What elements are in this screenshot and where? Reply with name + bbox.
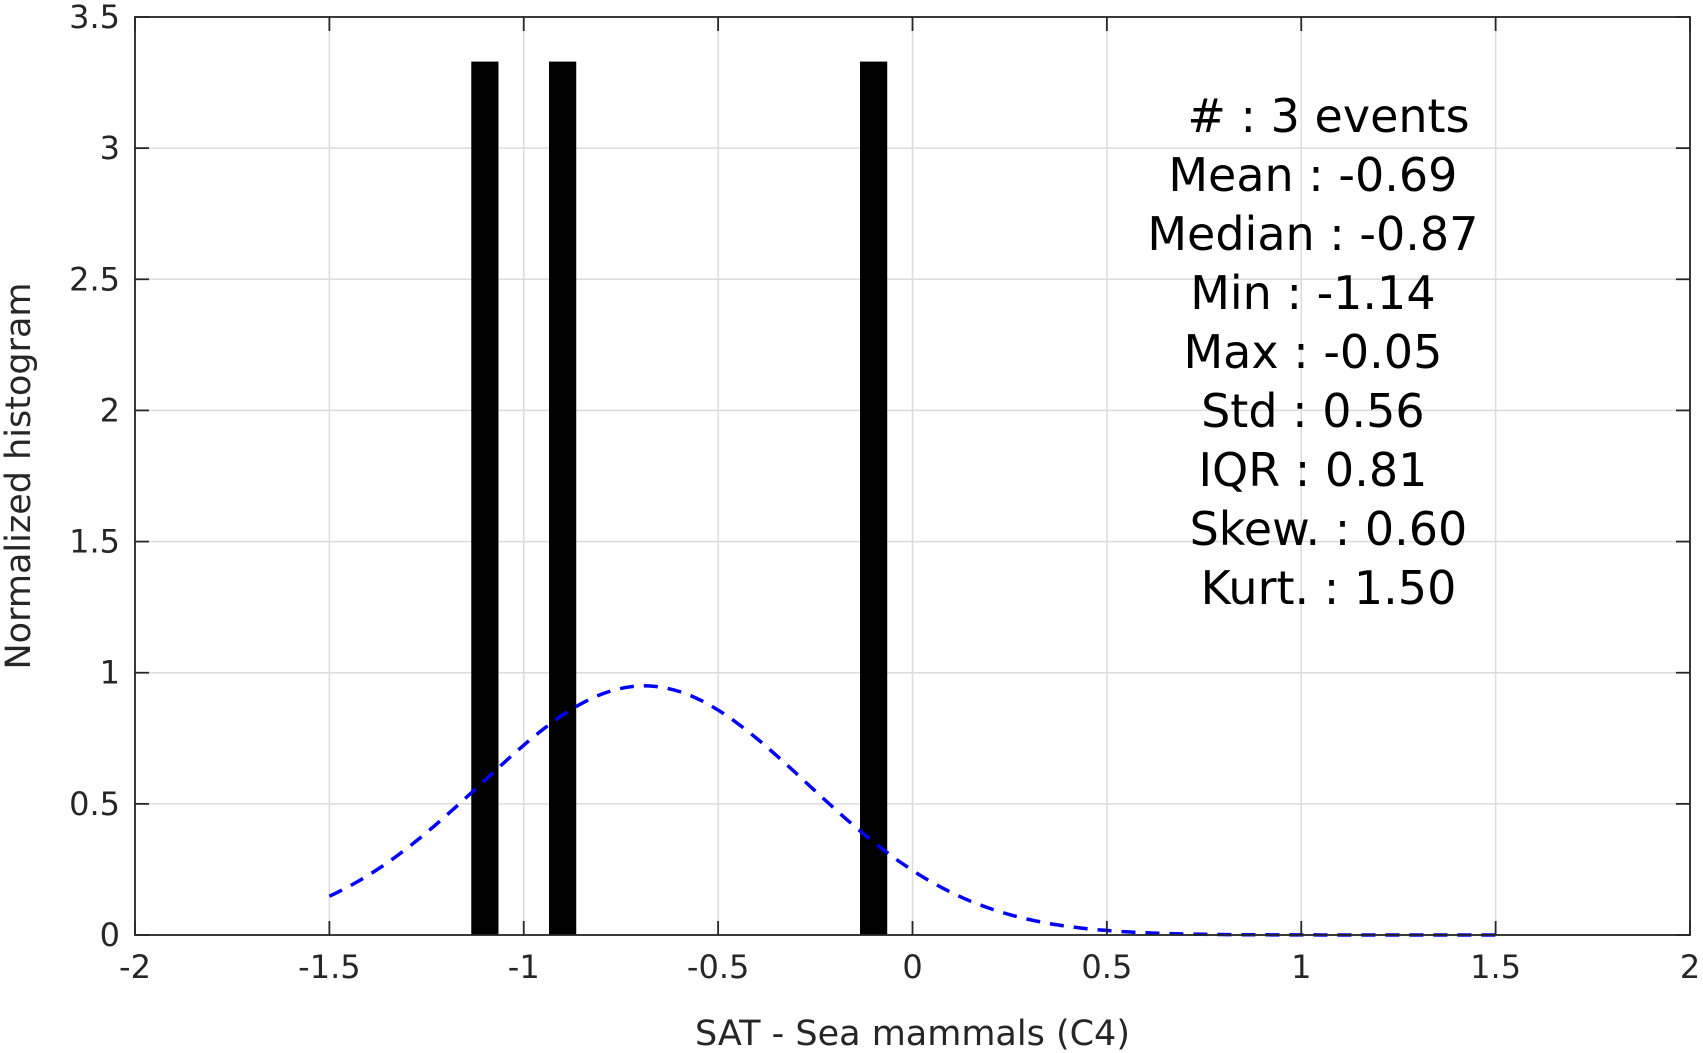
x-tick-label: 0.5: [1081, 948, 1132, 986]
x-tick-label: 1.5: [1470, 948, 1521, 986]
stat-line: Max : -0.05: [1183, 325, 1442, 379]
y-tick-label: 0.5: [69, 785, 120, 823]
x-tick-labels: -2 -1.5 -1 -0.5 0 0.5 1 1.5 2: [119, 948, 1700, 986]
stat-line: Kurt. : 1.50: [1201, 561, 1457, 615]
stat-value: : -1.14: [1272, 266, 1436, 320]
y-tick-label: 1: [100, 654, 120, 692]
stat-value: : 0.81: [1280, 443, 1427, 497]
stat-value: : -0.69: [1294, 148, 1458, 202]
stat-key: #: [1187, 89, 1226, 143]
x-tick-label: 2: [1680, 948, 1700, 986]
x-tick-label: -1: [508, 948, 540, 986]
stat-line: Skew. : 0.60: [1190, 502, 1468, 556]
stat-value: : -0.05: [1279, 325, 1443, 379]
histogram-bar: [860, 61, 888, 936]
x-axis-label: SAT - Sea mammals (C4): [695, 1014, 1130, 1053]
y-tick-label: 3.5: [69, 0, 120, 36]
histogram-bar: [471, 61, 499, 936]
histogram-bars: [471, 61, 888, 936]
stat-line: Min : -1.14: [1190, 266, 1435, 320]
stat-key: Std: [1201, 384, 1277, 438]
histogram-bar: [549, 61, 577, 936]
stat-key: Max: [1183, 325, 1278, 379]
y-tick-label: 2: [100, 391, 120, 429]
stat-value: : 0.56: [1278, 384, 1425, 438]
stat-key: Mean: [1168, 148, 1293, 202]
stat-value: : 1.50: [1309, 561, 1456, 615]
stat-value: : 3 events: [1226, 89, 1470, 143]
x-tick-label: -1.5: [298, 948, 360, 986]
stat-value: : -0.87: [1315, 207, 1479, 261]
x-tick-label: -0.5: [687, 948, 749, 986]
stat-line: # : 3 events: [1187, 89, 1469, 143]
y-tick-label: 3: [100, 129, 120, 167]
stat-key: IQR: [1198, 443, 1280, 497]
stat-key: Skew.: [1190, 502, 1321, 556]
y-axis-label: Normalized histogram: [0, 282, 39, 669]
stat-key: Median: [1147, 207, 1314, 261]
y-tick-label: 1.5: [69, 523, 120, 561]
y-tick-label: 0: [100, 916, 120, 954]
stat-key: Min: [1190, 266, 1272, 320]
stat-line: Mean : -0.69: [1168, 148, 1457, 202]
axes-frame: [134, 16, 1691, 936]
stat-value: : 0.60: [1320, 502, 1467, 556]
x-tick-label: 0: [902, 948, 922, 986]
x-tick-label: -2: [119, 948, 151, 986]
x-tick-label: 1: [1291, 948, 1311, 986]
stat-line: IQR : 0.81: [1198, 443, 1427, 497]
stat-line: Median : -0.87: [1147, 207, 1478, 261]
y-tick-label: 2.5: [69, 260, 120, 298]
stat-line: Std : 0.56: [1201, 384, 1425, 438]
stat-key: Kurt.: [1201, 561, 1310, 615]
y-tick-labels: 0 0.5 1 1.5 2 2.5 3 3.5: [69, 0, 120, 954]
